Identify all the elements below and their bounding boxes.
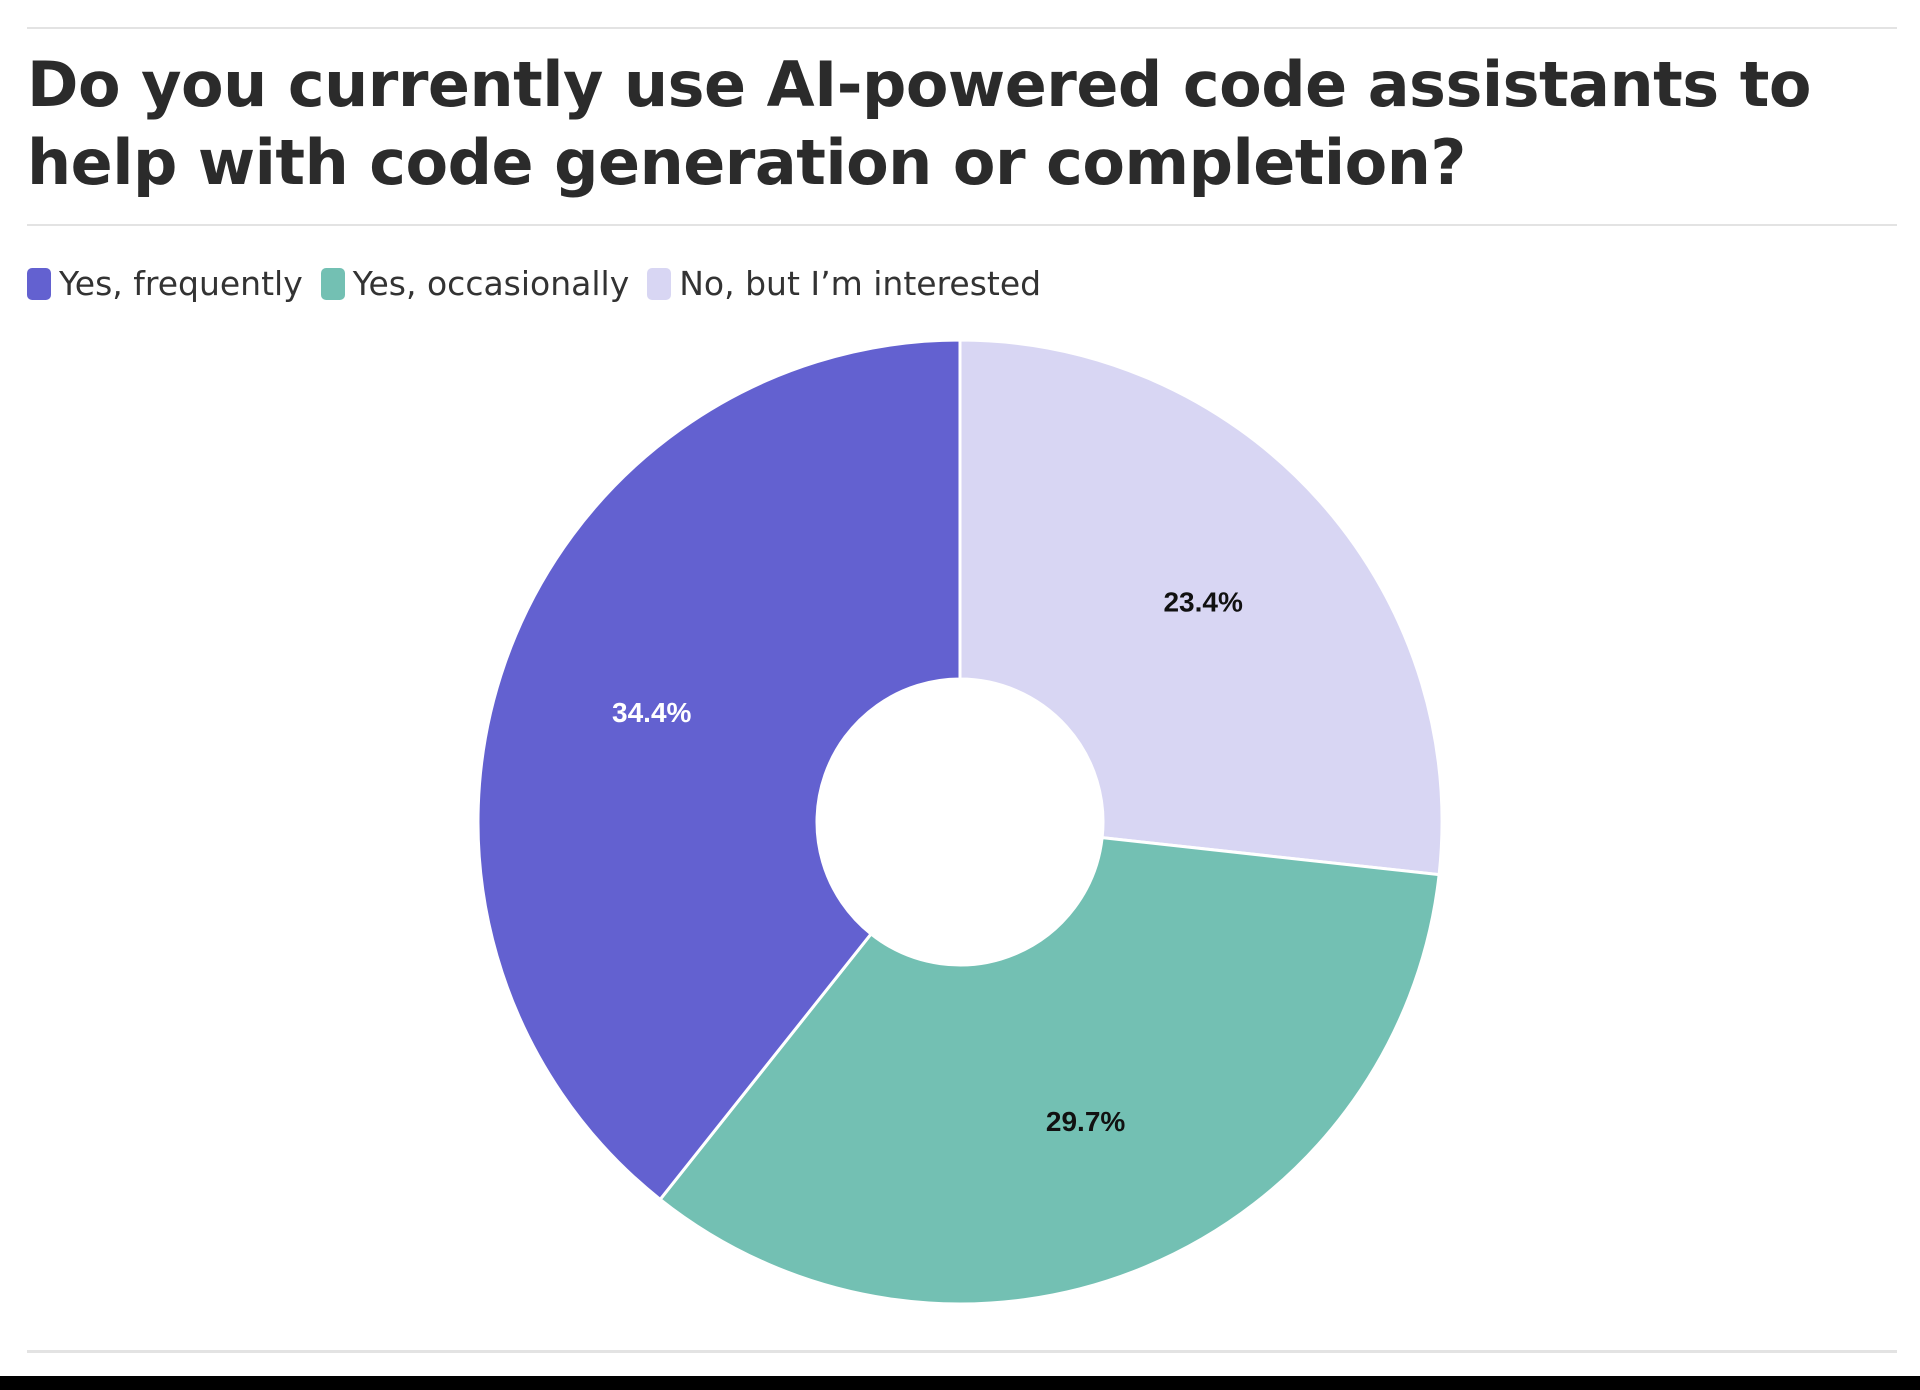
donut-slice-no-interested[interactable] <box>958 338 1444 877</box>
legend-label-no-interested: No, but I’m interested <box>679 264 1042 303</box>
donut-slice-yes-occasionally[interactable] <box>658 835 1441 1306</box>
donut-slices <box>476 338 1444 1306</box>
title-divider <box>27 224 1897 226</box>
legend-item-yes-occasionally[interactable]: Yes, occasionally <box>320 264 630 303</box>
legend-item-yes-frequently[interactable]: Yes, frequently <box>27 264 303 303</box>
legend-swatch-yes-occasionally <box>320 267 345 300</box>
donut-slice-labels: 23.4% 29.7% 34.4% <box>612 587 1243 1137</box>
legend-swatch-yes-frequently <box>27 267 51 300</box>
chart-title: Do you currently use AI-powered code ass… <box>27 48 1812 199</box>
slice-label-yes-occasionally: 29.7% <box>1046 1106 1125 1137</box>
bottom-frame-bar <box>0 1376 1920 1390</box>
top-divider <box>27 27 1897 29</box>
legend-label-yes-frequently: Yes, frequently <box>59 264 303 303</box>
slice-label-yes-frequently: 34.4% <box>612 697 691 728</box>
legend-item-no-interested[interactable]: No, but I’m interested <box>647 264 1041 303</box>
bottom-divider <box>27 1350 1897 1353</box>
legend-swatch-no-interested <box>647 267 672 300</box>
slice-label-no-interested: 23.4% <box>1163 587 1242 618</box>
chart-legend: Yes, frequently Yes, occasionally No, bu… <box>27 264 1041 303</box>
donut-slice-yes-frequently[interactable] <box>476 338 962 1202</box>
legend-label-yes-occasionally: Yes, occasionally <box>352 264 630 303</box>
